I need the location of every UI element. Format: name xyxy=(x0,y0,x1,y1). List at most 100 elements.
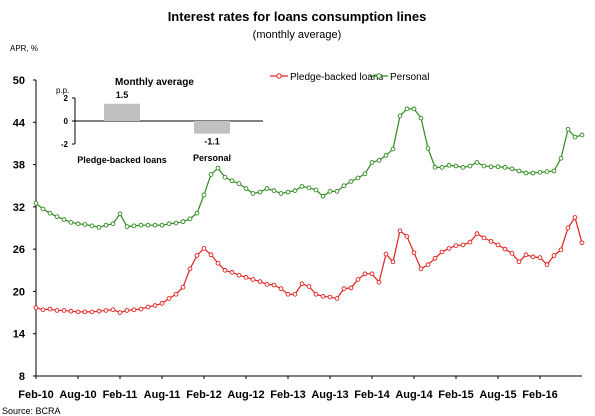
data-point xyxy=(250,191,256,196)
y-tick-label: 50 xyxy=(13,75,25,87)
data-point xyxy=(530,170,536,176)
data-point xyxy=(481,163,487,169)
data-point xyxy=(460,165,466,170)
data-point xyxy=(194,253,200,258)
inset-category-label: Personal xyxy=(193,153,231,163)
data-point xyxy=(418,266,424,272)
series-line xyxy=(35,215,583,314)
data-point xyxy=(334,189,340,194)
data-point xyxy=(292,188,298,193)
data-point xyxy=(544,262,550,267)
data-point xyxy=(159,301,165,306)
data-point xyxy=(75,221,81,227)
data-point xyxy=(103,308,109,313)
data-point xyxy=(180,219,186,225)
data-point xyxy=(516,168,522,174)
data-point xyxy=(208,172,214,177)
data-point xyxy=(110,307,116,313)
data-point xyxy=(404,106,410,112)
data-point xyxy=(33,200,39,206)
legend-item-pledge: Pledge-backed loans xyxy=(270,72,383,83)
inset-chart: p.p. Monthly average 2 0 -2 1.5 Pledge-back… xyxy=(56,77,263,165)
data-point xyxy=(411,250,417,256)
y-tick-label: 44 xyxy=(13,117,26,129)
data-point xyxy=(89,223,95,229)
data-point xyxy=(390,259,396,265)
data-point xyxy=(131,307,137,313)
data-point xyxy=(208,252,214,258)
inset-bars: 1.5 Pledge-backed loans -1.1 Personal xyxy=(77,90,231,165)
data-point xyxy=(54,214,60,220)
data-point xyxy=(551,168,557,174)
data-point xyxy=(362,271,368,277)
y-tick-label: 38 xyxy=(13,160,25,172)
x-tick-label: Feb-10 xyxy=(18,389,53,401)
x-tick-label: Feb-13 xyxy=(270,389,305,401)
data-point xyxy=(327,294,333,300)
data-point xyxy=(537,169,543,175)
data-point xyxy=(530,254,536,260)
data-point xyxy=(110,221,116,227)
data-point xyxy=(257,189,263,195)
data-point xyxy=(341,286,347,291)
data-point xyxy=(439,165,445,170)
legend-label-pledge: Pledge-backed loans xyxy=(290,72,383,83)
data-point xyxy=(572,215,578,220)
series-1 xyxy=(33,106,585,230)
data-point xyxy=(96,224,102,230)
chart-title: Interest rates for loans consumption lin… xyxy=(168,9,427,24)
data-point xyxy=(243,186,249,191)
y-tick-label: 14 xyxy=(13,329,26,341)
data-point xyxy=(236,181,242,186)
data-point xyxy=(292,291,298,297)
x-tick-label: Aug-14 xyxy=(395,389,433,401)
data-point xyxy=(558,155,564,161)
data-point xyxy=(432,165,438,170)
data-point xyxy=(397,228,403,234)
data-point xyxy=(495,242,501,248)
data-point xyxy=(383,153,389,158)
data-point xyxy=(194,210,200,216)
data-point xyxy=(152,222,158,228)
inset-axes: 2 0 -2 xyxy=(61,94,263,149)
data-point xyxy=(40,206,46,212)
data-point xyxy=(166,296,172,301)
y-axis-label: APR, % xyxy=(10,44,38,53)
data-point xyxy=(285,189,291,195)
data-point xyxy=(173,291,179,297)
data-point xyxy=(544,169,550,174)
data-point xyxy=(138,222,144,228)
legend: Pledge-backed loans Personal xyxy=(270,72,429,83)
data-point xyxy=(579,240,585,246)
inset-value-label: -1.1 xyxy=(204,137,220,147)
inset-bar xyxy=(104,103,140,121)
data-point xyxy=(320,193,326,199)
data-point xyxy=(152,303,158,308)
data-point xyxy=(271,188,277,193)
data-point xyxy=(460,242,466,248)
data-point xyxy=(404,234,410,239)
data-point xyxy=(180,284,186,290)
series-layer xyxy=(33,106,585,315)
x-tick-label: Feb-15 xyxy=(438,389,473,401)
data-point xyxy=(348,179,354,184)
inset-category-label: Pledge-backed loans xyxy=(77,155,167,165)
data-point xyxy=(579,132,585,138)
data-point xyxy=(481,235,487,241)
inset-tick-label: -2 xyxy=(61,140,69,149)
data-point xyxy=(173,220,179,226)
data-point xyxy=(411,106,417,112)
data-point xyxy=(327,189,333,194)
source-note: Source: BCRA xyxy=(2,406,61,416)
data-point xyxy=(40,307,46,313)
data-point xyxy=(565,225,571,231)
data-point xyxy=(355,175,361,181)
data-point xyxy=(446,246,452,251)
inset-bar xyxy=(194,121,230,134)
data-point xyxy=(117,310,123,315)
data-point xyxy=(229,178,235,184)
y-tick-label: 32 xyxy=(13,202,25,214)
x-tick-label: Aug-15 xyxy=(479,389,516,401)
data-point xyxy=(537,255,543,260)
